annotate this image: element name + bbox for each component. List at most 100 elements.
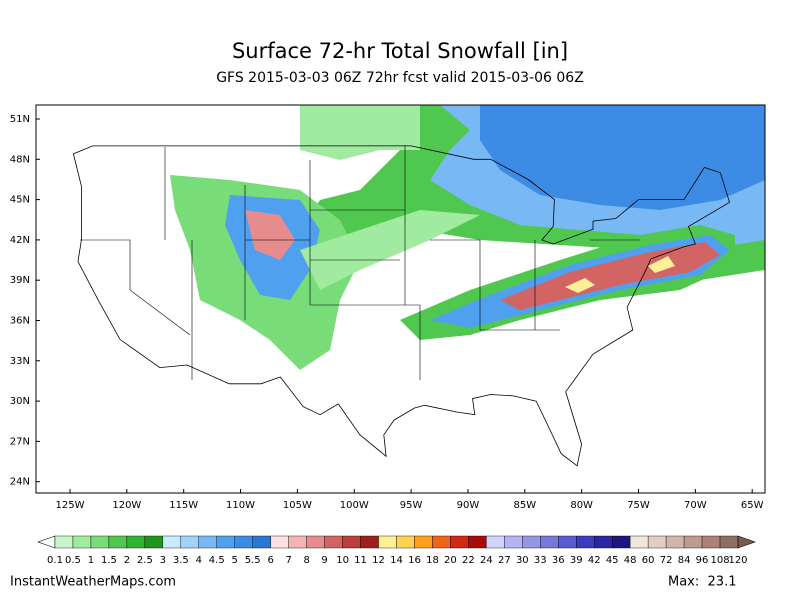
lon-label: 100W <box>340 500 369 511</box>
colorbar-swatch <box>432 535 451 549</box>
boundaries <box>73 145 730 467</box>
lon-label: 125W <box>56 500 85 511</box>
lon-label: 85W <box>513 500 536 511</box>
colorbar-swatch <box>270 535 289 549</box>
colorbar-label: 6 <box>267 555 273 566</box>
snow-rockies-pink <box>245 210 295 260</box>
colorbar-label: 96 <box>696 555 709 566</box>
colorbar-swatch <box>719 535 739 549</box>
lat-label: 48N <box>10 154 30 165</box>
colorbar-label: 9 <box>321 555 327 566</box>
colorbar-swatch <box>629 535 649 549</box>
colorbar-label: 36 <box>552 555 565 566</box>
colorbar-label: 8 <box>303 555 309 566</box>
colorbar-swatch <box>414 535 433 549</box>
colorbar-label: 5 <box>232 555 238 566</box>
colorbar-swatch <box>486 535 505 549</box>
lat-label: 39N <box>10 275 30 286</box>
colorbar-label: 18 <box>426 555 439 566</box>
colorbar-swatch <box>647 535 667 549</box>
colorbar-swatch <box>468 535 487 549</box>
lat-label: 42N <box>10 235 30 246</box>
colorbar-swatch <box>396 535 415 549</box>
colorbar-left-arrow <box>37 535 56 549</box>
colorbar-label: 2 <box>124 555 130 566</box>
colorbar-label: 10 <box>336 555 349 566</box>
colorbar-label: 33 <box>534 555 547 566</box>
colorbar: 0.1 0.5 1 1.5 2 2.5 3 3.5 4 4.5 5 5.5 6 7 8 9 10 11 12 14 16… <box>37 535 756 566</box>
colorbar-label: 72 <box>660 555 673 566</box>
colorbar-swatch <box>522 535 541 549</box>
lat-label: 33N <box>10 356 30 367</box>
map-frame <box>35 104 766 494</box>
colorbar-swatch <box>665 535 685 549</box>
colorbar-swatch <box>216 535 235 549</box>
source: InstantWeatherMaps.com <box>10 575 176 590</box>
colorbar-swatch <box>540 535 559 549</box>
state-lines <box>80 145 640 380</box>
colorbar-swatch <box>576 535 595 549</box>
lon-label: 110W <box>226 500 255 511</box>
colorbar-label: 2.5 <box>137 555 153 566</box>
colorbar-swatch <box>360 535 379 549</box>
colorbar-label: 27 <box>498 555 511 566</box>
colorbar-swatch <box>306 535 325 549</box>
lon-label: 70W <box>684 500 707 511</box>
snow-band-yellow <box>565 256 675 293</box>
lon-label: 115W <box>169 500 198 511</box>
colorbar-label: 3 <box>160 555 166 566</box>
colorbar-label: 22 <box>462 555 475 566</box>
lat-label: 24N <box>10 477 30 488</box>
colorbar-swatch <box>611 535 631 549</box>
colorbar-label: 1 <box>88 555 94 566</box>
colorbar-swatch <box>72 535 92 549</box>
colorbar-label: 20 <box>444 555 457 566</box>
colorbar-label: 42 <box>588 555 601 566</box>
colorbar-swatch <box>504 535 523 549</box>
lat-label: 27N <box>10 436 30 447</box>
lon-label: 90W <box>457 500 480 511</box>
colorbar-label: 84 <box>678 555 691 566</box>
colorbar-swatch <box>324 535 343 549</box>
colorbar-swatch <box>144 535 164 549</box>
snow-plains-green <box>300 210 480 290</box>
colorbar-label: 48 <box>624 555 637 566</box>
subtitle: GFS 2015-03-03 06Z 72hr fcst valid 2015-… <box>216 70 584 86</box>
colorbar-swatch <box>198 535 217 549</box>
colorbar-swatch <box>450 535 469 549</box>
colorbar-swatch <box>342 535 361 549</box>
title: Surface 72-hr Total Snowfall [in] <box>232 39 568 63</box>
us-outline <box>73 145 730 467</box>
colorbar-swatch <box>90 535 110 549</box>
colorbar-label: 0.1 <box>47 555 63 566</box>
colorbar-swatch <box>594 535 613 549</box>
colorbar-label: 108 <box>710 555 729 566</box>
colorbar-swatch <box>108 535 128 549</box>
colorbar-label: 24 <box>480 555 493 566</box>
lat-label: 45N <box>10 195 30 206</box>
lon-label: 80W <box>570 500 593 511</box>
colorbar-swatch <box>378 535 397 549</box>
colorbar-label: 4.5 <box>209 555 225 566</box>
colorbar-label: 120 <box>728 555 747 566</box>
lon-label: 95W <box>400 500 423 511</box>
colorbar-label: 5.5 <box>245 555 261 566</box>
lon-label: 105W <box>283 500 312 511</box>
max-value: Max: 23.1 <box>668 575 736 590</box>
colorbar-label: 14 <box>390 555 403 566</box>
colorbar-label: 3.5 <box>173 555 189 566</box>
colorbar-swatch <box>162 535 182 549</box>
colorbar-label: 4 <box>196 555 202 566</box>
axis-labels: 51N 48N 45N 42N 39N 36N 33N 30N 27N 24N 125W 120W 11… <box>10 114 764 511</box>
colorbar-swatch <box>234 535 253 549</box>
colorbar-swatch <box>558 535 577 549</box>
colorbar-label: 60 <box>642 555 655 566</box>
colorbar-swatch <box>701 535 721 549</box>
lon-label: 65W <box>741 500 764 511</box>
colorbar-swatch <box>288 535 307 549</box>
colorbar-swatch <box>683 535 703 549</box>
lat-label: 36N <box>10 316 30 327</box>
colorbar-label: 7 <box>285 555 291 566</box>
